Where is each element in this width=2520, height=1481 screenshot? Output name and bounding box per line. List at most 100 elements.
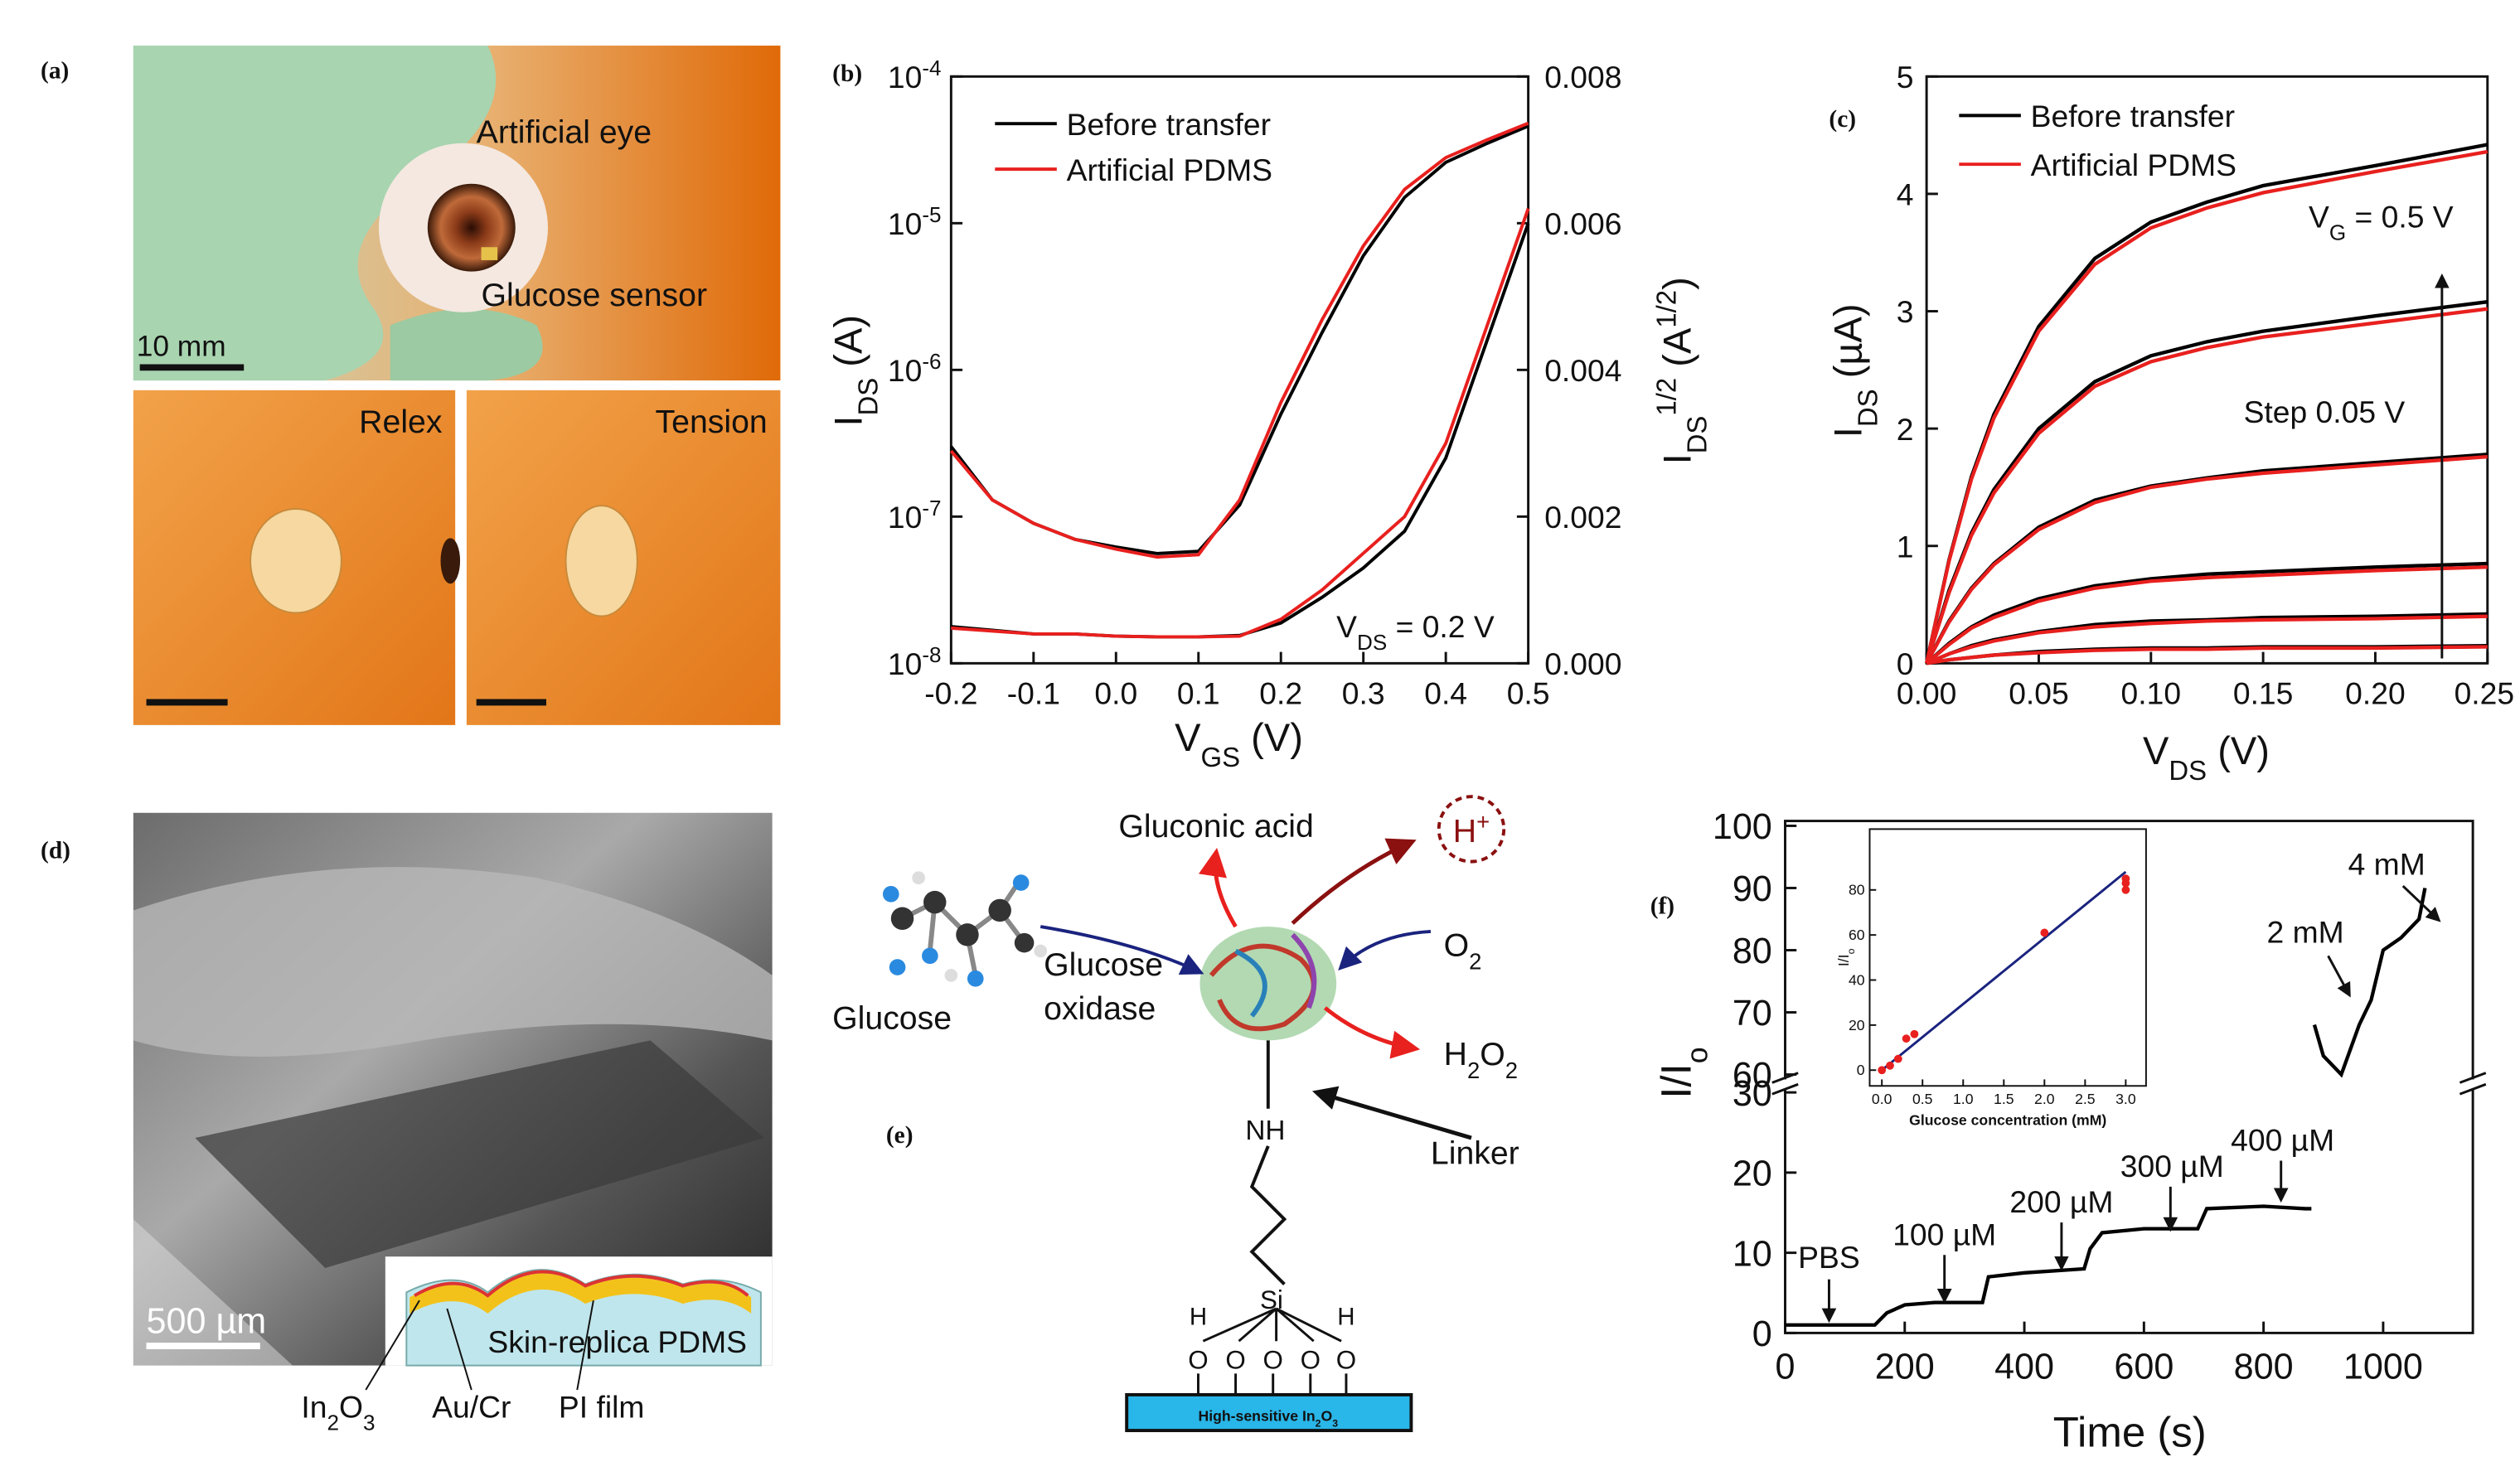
diagram-label: H bbox=[1190, 1304, 1207, 1331]
text-part: (A bbox=[1655, 327, 1699, 378]
x-axis-label: VDS (V) bbox=[2143, 728, 2270, 786]
annotation: 400 µM bbox=[2231, 1123, 2334, 1158]
photo-a: Artificial eye Glucose sensor 10 mm Rele… bbox=[133, 46, 781, 725]
skin-fold bbox=[440, 538, 461, 584]
y-tick-label: 20 bbox=[1849, 1017, 1865, 1033]
text-part: o bbox=[1681, 1047, 1714, 1063]
x-tick-label: 0.5 bbox=[1507, 675, 1550, 710]
text-part: I/I bbox=[1653, 1063, 1700, 1099]
x-tick-label: 400 bbox=[1994, 1347, 2054, 1387]
legend-label: Artificial PDMS bbox=[1067, 152, 1272, 187]
x-tick-label: 200 bbox=[1875, 1347, 1935, 1387]
y-tick-label: 0 bbox=[1897, 646, 1914, 681]
series-line bbox=[1785, 888, 2427, 1327]
y2-tick-label: 0.006 bbox=[1544, 206, 1621, 241]
x-tick-label: 0.25 bbox=[2455, 675, 2515, 710]
y-tick-label: 10 bbox=[1732, 1234, 1772, 1274]
diagram-label: O bbox=[1262, 1346, 1282, 1375]
diagram-label: Glucose bbox=[1044, 946, 1163, 983]
y-tick-label: 60 bbox=[1732, 1056, 1772, 1096]
annotation: 4 mM bbox=[2348, 846, 2426, 881]
text-part: In bbox=[301, 1389, 327, 1424]
photo-label: Artificial eye bbox=[477, 114, 652, 151]
text-part: 2 bbox=[1505, 1057, 1518, 1082]
text-part: High-sensitive In bbox=[1198, 1407, 1315, 1424]
y-tick-label: 20 bbox=[1732, 1154, 1772, 1194]
annotation-arrow bbox=[2401, 884, 2441, 922]
text-part: 1/2 bbox=[1650, 290, 1681, 328]
text-part: I bbox=[1826, 427, 1870, 438]
text-part: 3 bbox=[1332, 1417, 1338, 1429]
y-tick-label: 0 bbox=[1752, 1314, 1772, 1354]
x-tick-label: 3.0 bbox=[2115, 1091, 2136, 1107]
text-part: + bbox=[1476, 809, 1490, 835]
annotation: VG = 0.5 V bbox=[2309, 200, 2454, 245]
glove-thumb bbox=[390, 308, 543, 381]
text-part: H bbox=[1444, 1036, 1467, 1072]
diagram-label: High-sensitive In2O3 bbox=[1198, 1407, 1338, 1429]
oxide-layer bbox=[414, 1270, 749, 1298]
text-part: O bbox=[1480, 1036, 1505, 1072]
arrow bbox=[1199, 848, 1238, 928]
series-line bbox=[1926, 645, 2488, 665]
x-axis-label: Glucose concentration (mM) bbox=[1909, 1111, 2106, 1128]
panel-label: (d) bbox=[41, 838, 70, 864]
y-tick-label: 10-7 bbox=[888, 496, 942, 535]
text-part: PI film bbox=[559, 1389, 644, 1424]
text-part: GS bbox=[1200, 742, 1240, 772]
x-tick-label: 0.00 bbox=[1897, 675, 1957, 710]
sensor-patch bbox=[565, 505, 638, 617]
y-tick-label: 100 bbox=[1713, 807, 1772, 847]
x-axis-label: Time (s) bbox=[2053, 1409, 2207, 1456]
y-tick-label: 10-4 bbox=[888, 56, 942, 94]
y-tick-label: 3 bbox=[1897, 294, 1914, 329]
y-tick-label: 10-5 bbox=[888, 202, 942, 241]
text-part: (A) bbox=[826, 315, 870, 378]
axis-break bbox=[2459, 1072, 2487, 1084]
x-tick-label: 0.0 bbox=[1872, 1091, 1892, 1107]
x-tick-label: 0.0 bbox=[1094, 675, 1137, 710]
series-line bbox=[1925, 307, 2488, 664]
x-tick-label: 0.10 bbox=[2121, 675, 2182, 710]
data-point bbox=[2121, 874, 2130, 883]
y-axis-label: I/Io bbox=[1835, 948, 1857, 966]
diagram-label: O bbox=[1336, 1346, 1356, 1375]
series-line bbox=[1925, 454, 2488, 665]
data-point bbox=[1893, 1054, 1902, 1063]
y-tick-label: 5 bbox=[1897, 60, 1914, 94]
y-tick-label: 10-8 bbox=[888, 642, 942, 681]
diagram-label: H+ bbox=[1453, 809, 1490, 850]
series-line-y2 bbox=[951, 222, 1530, 639]
y-tick-label: 90 bbox=[1732, 869, 1772, 909]
text-part: = 0.2 V bbox=[1387, 609, 1495, 644]
text-part: = 0.5 V bbox=[2346, 200, 2454, 235]
text-part: DS bbox=[1357, 630, 1387, 655]
text-part: 2 bbox=[1469, 948, 1481, 974]
series-line-y2 bbox=[951, 207, 1530, 639]
y2-tick-label: 0.000 bbox=[1544, 646, 1621, 681]
y-tick-label: 40 bbox=[1849, 971, 1865, 988]
annotation-arrow bbox=[2327, 955, 2351, 998]
x-tick-label: 0.2 bbox=[1259, 675, 1302, 710]
layer-label: Skin-replica PDMS bbox=[487, 1324, 747, 1359]
pi-layer bbox=[410, 1273, 752, 1314]
x-tick-label: 0.15 bbox=[2233, 675, 2294, 710]
text-part: O bbox=[1444, 927, 1470, 963]
y-axis-label: IDS (µA) bbox=[1826, 303, 1883, 438]
data-point bbox=[1910, 1029, 1919, 1038]
axis-break-gap bbox=[2459, 1079, 2486, 1090]
x-tick-label: 2.0 bbox=[2034, 1091, 2055, 1107]
y2-axis-label: IDS1/2 (A1/2) bbox=[1650, 277, 1712, 464]
x-tick-label: 1.5 bbox=[1994, 1091, 2014, 1107]
series-line bbox=[1925, 453, 2488, 665]
diagram-label: Si bbox=[1260, 1285, 1283, 1314]
proton-circle bbox=[1437, 795, 1506, 864]
y2-tick-label: 0.004 bbox=[1544, 353, 1621, 388]
sem-edge bbox=[133, 1219, 293, 1366]
diagram-label: Linker bbox=[1431, 1135, 1519, 1171]
bonds bbox=[1202, 1307, 1342, 1343]
panel-label: (e) bbox=[886, 1122, 914, 1149]
pointer bbox=[576, 1300, 594, 1391]
text-part: 2 bbox=[327, 1410, 339, 1435]
